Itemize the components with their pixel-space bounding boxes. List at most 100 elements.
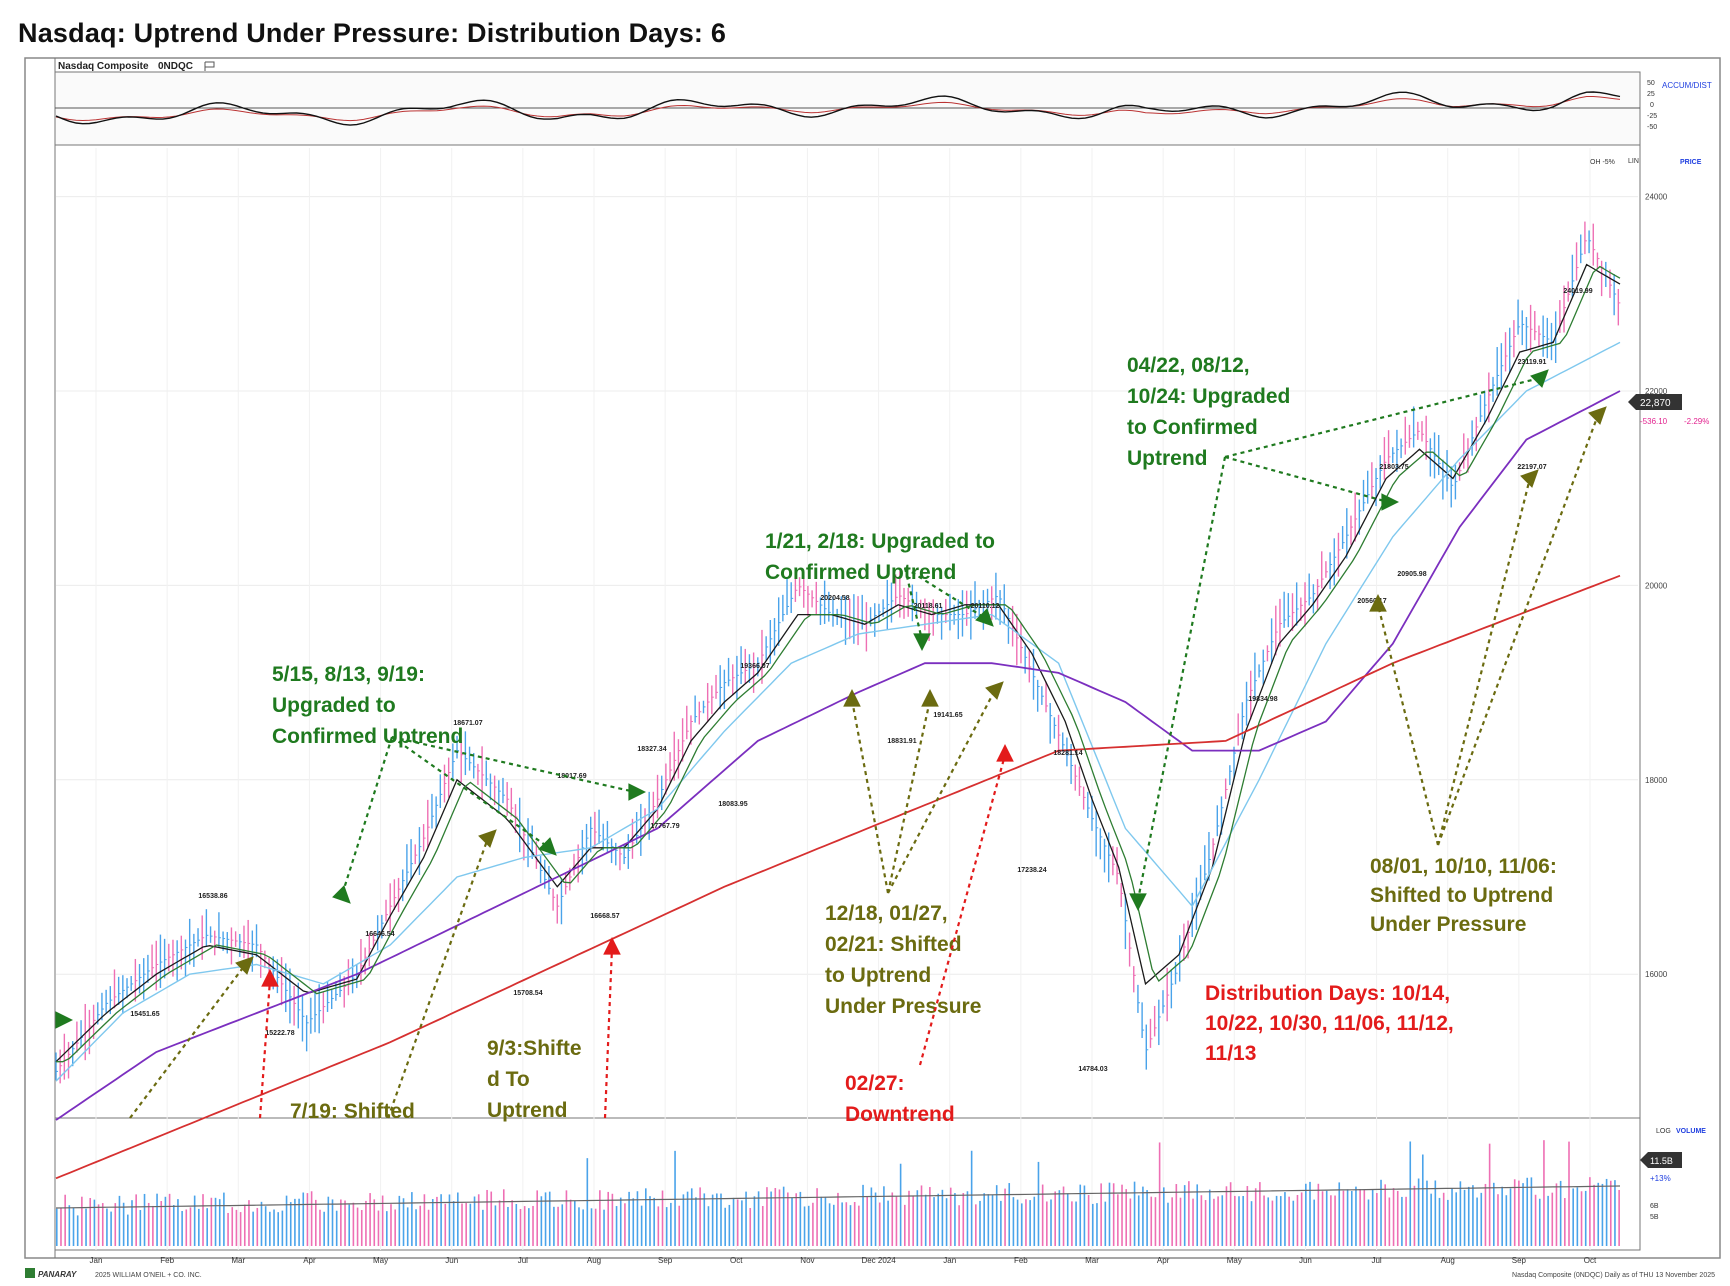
volume-bar [1129,1198,1132,1246]
volume-bar [1066,1193,1069,1246]
volume-bar [448,1194,451,1246]
price-label: 17767.79 [650,823,679,830]
volume-bar [1167,1202,1169,1246]
volume-bar [753,1196,756,1246]
lin-label: LIN [1628,158,1639,165]
volume-bar [89,1197,92,1246]
price-label: 18017.69 [557,773,586,780]
volume-bar [1421,1154,1424,1246]
volume-bar [899,1163,902,1246]
volume-bar [1213,1198,1215,1246]
volume-bar [1363,1189,1366,1246]
volume-bar [507,1206,509,1246]
volume-bar [1476,1197,1478,1246]
annotation-pressure-2: Shifted to Uptrend [1370,884,1553,907]
volume-bar [1451,1188,1453,1246]
volume-bar [231,1207,234,1246]
volume-label: VOLUME [1676,1128,1706,1135]
volume-bar [866,1196,869,1246]
volume-bar [1250,1201,1253,1246]
annotation-upgraded-2: 1/21, 2/18: Upgraded to [765,530,995,553]
volume-bar [494,1205,497,1246]
annotation-uptrend: d To [487,1068,530,1091]
volume-bar [1079,1184,1082,1246]
volume-bar [452,1201,455,1246]
volume-bar [72,1207,75,1246]
volume-bar [440,1194,442,1246]
volume-bar [1401,1196,1403,1246]
volume-bar [1380,1179,1382,1246]
volume-bar [548,1191,551,1246]
volume-bar [632,1198,635,1246]
volume-bar [1609,1180,1612,1246]
volume-bar [473,1196,476,1246]
volume-bar [1597,1182,1600,1246]
price-label: 18831.91 [887,738,916,745]
volume-bar [1605,1178,1608,1246]
volume-bar [1183,1185,1186,1246]
price-label: 19366.07 [740,663,769,670]
annotation-arrow-line [258,979,272,1119]
volume-bar [787,1192,789,1246]
price-label: 20560.17 [1357,598,1386,605]
volume-bar [891,1192,894,1246]
volume-bar [1559,1180,1562,1246]
volume-bar [1346,1189,1349,1246]
volume-bar [795,1193,797,1246]
volume-bar [1284,1192,1286,1246]
volume-bar [1012,1197,1015,1246]
volume-bar [828,1203,831,1246]
volume-bar [1371,1189,1374,1246]
volume-bar [603,1209,605,1246]
volume-bar [64,1194,66,1246]
volume-bar [778,1189,781,1246]
volume-bar [1430,1193,1432,1246]
annotation-upgraded-3: Uptrend [1127,447,1208,470]
annotation-arrowhead [1381,493,1399,511]
price-label: 20204.58 [820,595,849,602]
volume-bar [1259,1182,1261,1246]
volume-bar [979,1200,981,1246]
volume-bar [1062,1186,1065,1246]
volume-bar [569,1199,572,1246]
volume-pct: +13% [1650,1174,1671,1183]
volume-bar [1188,1181,1190,1246]
annotation-arrow-line [1224,376,1541,459]
volume-bar [1204,1200,1207,1246]
annotation-arrowhead [603,937,621,955]
volume-bar [849,1205,852,1246]
volume-average-line [55,1185,1621,1209]
volume-bar [97,1204,100,1246]
volume-bar [147,1202,150,1246]
annotation-upgraded-3: 04/22, 08/12, [1127,354,1250,377]
x-tick-label: Feb [1014,1256,1028,1265]
volume-bar [427,1209,430,1246]
ticker-label: 0NDQC [158,61,193,72]
price-label: 23119.91 [1518,359,1547,366]
flag-icon[interactable] [204,61,215,71]
volume-bar [85,1208,87,1246]
volume-bar [406,1207,409,1246]
volume-bar [93,1199,96,1246]
volume-bar [1071,1201,1073,1246]
volume-bar [557,1206,559,1246]
volume-bar [327,1196,330,1246]
volume-bar [177,1199,179,1246]
annotation-arrowhead [985,681,1004,700]
volume-bar [1025,1199,1027,1246]
volume-bar [1083,1185,1086,1246]
annotation-arrowhead [628,783,646,801]
volume-bar [436,1196,438,1246]
volume-bar [1121,1184,1123,1246]
annotation-arrowhead [538,837,557,856]
accum-dist-label: ACCUM/DIST [1662,81,1712,90]
volume-bar [766,1187,768,1246]
volume-bar [720,1193,722,1246]
annotation-arrow-line [918,754,1007,1066]
volume-bar [536,1190,538,1246]
volume-bar [1572,1188,1574,1246]
annotation-upgraded-2: Confirmed Uptrend [765,561,956,584]
volume-bar [1513,1179,1516,1246]
volume-bar [966,1191,969,1246]
annotation-pressure-1: to Uptrend [825,964,931,987]
